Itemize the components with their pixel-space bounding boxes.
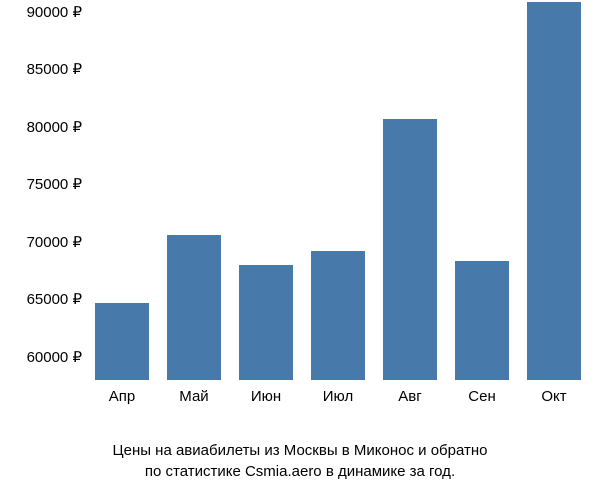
chart-container: 60000 ₽ 65000 ₽ 70000 ₽ 75000 ₽ 80000 ₽ 85000… [0, 0, 600, 420]
y-tick-label: 65000 ₽ [27, 290, 82, 308]
x-tick-label: Окт [541, 388, 566, 405]
bar [455, 261, 509, 380]
bar [95, 303, 149, 380]
x-tick-label: Июн [251, 388, 281, 405]
y-tick-label: 70000 ₽ [27, 233, 82, 251]
plot-area [95, 0, 590, 380]
x-tick-label: Июл [323, 388, 353, 405]
y-tick-label: 85000 ₽ [27, 60, 82, 78]
bar [383, 119, 437, 380]
x-axis-labels: Апр Май Июн Июл Авг Сен Окт [95, 388, 590, 418]
x-tick-label: Авг [398, 388, 421, 405]
x-tick-label: Май [179, 388, 208, 405]
y-tick-label: 80000 ₽ [27, 118, 82, 136]
x-tick-label: Апр [109, 388, 135, 405]
bar [239, 265, 293, 380]
caption-line-1: Цены на авиабилеты из Москвы в Миконос и… [0, 440, 600, 461]
bar [311, 251, 365, 380]
y-tick-label: 60000 ₽ [27, 348, 82, 366]
y-tick-label: 75000 ₽ [27, 175, 82, 193]
chart-caption: Цены на авиабилеты из Москвы в Миконос и… [0, 440, 600, 482]
y-axis: 60000 ₽ 65000 ₽ 70000 ₽ 75000 ₽ 80000 ₽ 85000… [0, 0, 90, 380]
caption-line-2: по статистике Csmia.aero в динамике за г… [0, 461, 600, 482]
y-tick-label: 90000 ₽ [27, 3, 82, 21]
x-tick-label: Сен [468, 388, 495, 405]
bar [527, 2, 581, 380]
bar [167, 235, 221, 380]
